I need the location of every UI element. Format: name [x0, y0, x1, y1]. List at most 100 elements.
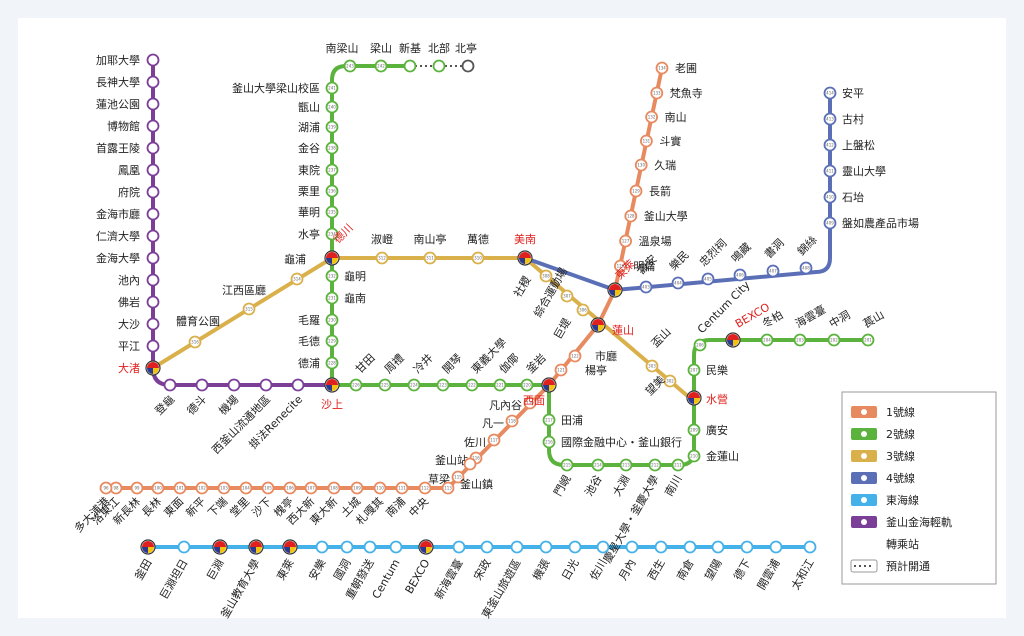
station-marker[interactable] [639, 280, 653, 294]
station-marker[interactable] [146, 185, 160, 199]
transfer-西面[interactable]: 西面 [523, 377, 557, 407]
station-梵魚寺[interactable]: 133 梵魚寺 [650, 86, 703, 100]
station-marker[interactable] [465, 378, 479, 392]
station-marker[interactable] [261, 481, 275, 495]
station-marker[interactable] [701, 272, 715, 286]
station-marker[interactable] [760, 333, 774, 347]
station-萬德[interactable]: 310 萬德 [467, 232, 489, 265]
station-marker[interactable] [823, 216, 837, 230]
station-marker[interactable] [505, 414, 519, 428]
station-marker[interactable] [793, 333, 807, 347]
station-靈山大學[interactable]: 411 靈山大學 [823, 164, 887, 178]
station-marker[interactable] [596, 540, 610, 554]
station-釜山大學梁山校區[interactable]: 241 釜山大學梁山校區 [232, 81, 339, 95]
station-marker[interactable] [803, 540, 817, 554]
station-華明[interactable]: 235 華明 [298, 205, 339, 219]
transfer-美南[interactable]: 美南 [514, 233, 536, 266]
station-marker[interactable] [663, 374, 677, 388]
station-marker[interactable] [614, 259, 627, 273]
station-marker[interactable] [315, 540, 329, 554]
station-marker[interactable] [827, 333, 841, 347]
station-marker[interactable] [418, 481, 432, 495]
station-marker[interactable] [733, 268, 747, 282]
station-江西區廳[interactable]: 315 江西區廳 [222, 283, 266, 316]
station-marker[interactable] [227, 378, 241, 392]
station-marker[interactable] [363, 540, 377, 554]
station-凡內谷[interactable]: 119 凡內谷 [489, 396, 537, 413]
station-marker[interactable] [177, 540, 191, 554]
station-凡一[interactable]: 118 凡一 [482, 414, 519, 431]
station-marker[interactable] [687, 449, 701, 463]
station-marker[interactable] [523, 396, 537, 410]
station-marker[interactable] [373, 481, 387, 495]
station-marker[interactable] [560, 289, 574, 303]
station-marker[interactable] [327, 481, 341, 495]
station-marker[interactable] [325, 163, 339, 177]
station-南山[interactable]: 132 南山 [645, 110, 687, 124]
station-marker[interactable] [325, 100, 339, 114]
station-marker[interactable] [242, 302, 256, 316]
station-斗實[interactable]: 131 斗實 [640, 134, 682, 148]
station-marker[interactable] [671, 276, 685, 290]
station-栗里[interactable]: 236 栗里 [298, 184, 339, 198]
station-釜山大學[interactable]: 128 釜山大學 [624, 209, 688, 223]
station-marker[interactable] [463, 457, 477, 471]
station-marker[interactable] [520, 378, 534, 392]
station-marker[interactable] [624, 209, 638, 223]
station-marker[interactable] [291, 378, 305, 392]
station-龜浦[interactable]: 314 龜浦 [284, 253, 306, 286]
station-長神大學[interactable]: 長神大學 [96, 75, 160, 89]
station-marker[interactable] [195, 481, 209, 495]
station-marker[interactable] [655, 61, 669, 75]
station-marker[interactable] [325, 227, 339, 241]
station-marker[interactable] [325, 334, 339, 348]
station-北亭[interactable]: 北亭 [455, 41, 477, 73]
station-府院[interactable]: 府院 [118, 185, 160, 199]
station-博物館[interactable]: 博物館 [107, 119, 160, 133]
transfer-水營[interactable]: 水營 [686, 390, 728, 406]
station-marker[interactable] [325, 269, 339, 283]
station-marker[interactable] [283, 481, 297, 495]
station-marker[interactable] [146, 97, 160, 111]
station-marker[interactable] [325, 120, 339, 134]
station-草梁[interactable]: 115 草梁 [428, 470, 465, 487]
station-marker[interactable] [687, 423, 701, 437]
station-新基[interactable]: 新基 [399, 41, 421, 73]
station-龜南[interactable]: 231 龜南 [325, 291, 367, 305]
station-marker[interactable] [395, 481, 409, 495]
station-大沙[interactable]: 大沙 [118, 317, 160, 331]
transfer-沙上[interactable]: 沙上 [321, 377, 343, 411]
station-上盤松[interactable]: 412 上盤松 [823, 138, 876, 152]
station-淑嶝[interactable]: 312 淑嶝 [371, 232, 393, 265]
station-草梁[interactable] [463, 457, 477, 471]
transfer-大渚[interactable]: 大渚 [118, 360, 161, 376]
station-marker[interactable] [349, 378, 363, 392]
station-marker[interactable] [799, 261, 813, 275]
station-釜山鎮[interactable]: 113 釜山鎮 [441, 477, 494, 495]
station-marker[interactable] [634, 158, 648, 172]
station-marker[interactable] [645, 110, 658, 124]
station-marker[interactable] [539, 540, 553, 554]
station-marker[interactable] [619, 234, 632, 248]
station-平江[interactable]: 平江 [118, 339, 160, 353]
station-甑山[interactable]: 240 甑山 [298, 100, 339, 114]
station-marker[interactable] [461, 59, 475, 73]
station-南梁山[interactable]: 243 南梁山 [326, 41, 359, 73]
station-marker[interactable] [471, 251, 485, 265]
station-金海市廳[interactable]: 金海市廳 [96, 207, 160, 221]
station-marker[interactable] [539, 269, 553, 283]
station-marker[interactable] [146, 207, 160, 221]
station-marker[interactable] [625, 540, 639, 554]
station-仁濟大學[interactable]: 仁濟大學 [96, 229, 160, 243]
station-民樂[interactable]: 207 民樂 [687, 363, 729, 377]
station-marker[interactable] [493, 378, 507, 392]
station-marker[interactable] [343, 59, 357, 73]
station-marker[interactable] [163, 378, 177, 392]
station-marker[interactable] [259, 378, 273, 392]
station-marker[interactable] [403, 59, 417, 73]
station-蓮池公園[interactable]: 蓮池公園 [96, 97, 160, 111]
station-marker[interactable] [711, 540, 725, 554]
station-marker[interactable] [146, 273, 160, 287]
station-安平[interactable]: 414 安平 [823, 86, 865, 100]
